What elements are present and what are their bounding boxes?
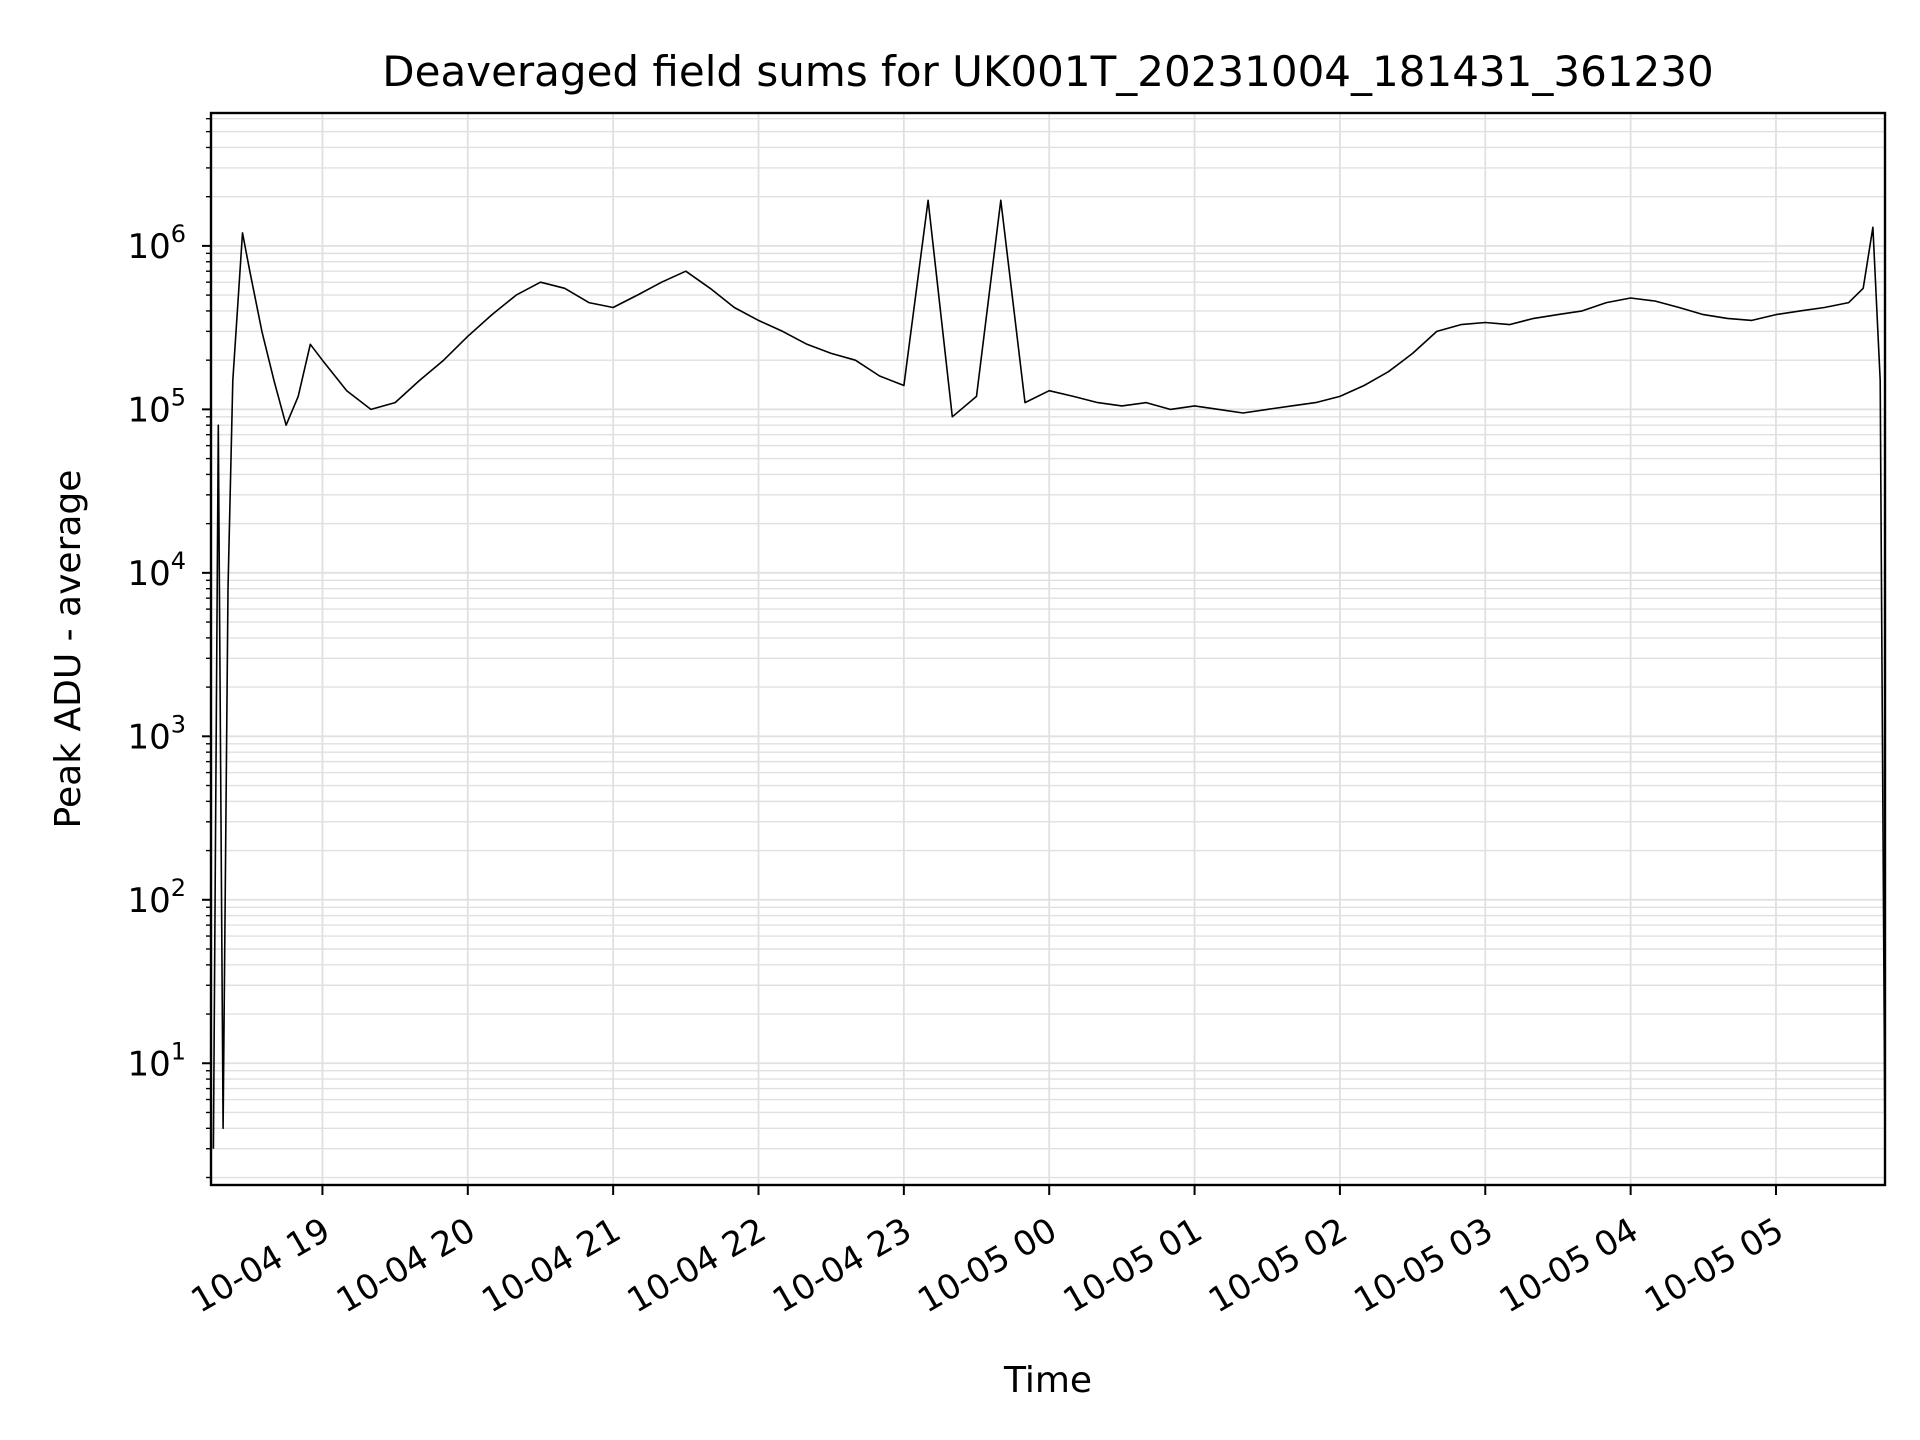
- y-tick-label: 106: [127, 220, 186, 267]
- y-tick-label: 105: [127, 383, 186, 430]
- x-axis-label: Time: [1003, 1360, 1092, 1401]
- y-tick-label: 104: [127, 547, 186, 594]
- chart-title: Deaveraged field sums for UK001T_2023100…: [382, 47, 1713, 96]
- y-axis-label: Peak ADU - average: [48, 470, 89, 829]
- y-tick-label: 102: [127, 874, 186, 921]
- series-line: [212, 199, 1886, 1149]
- grid: [211, 113, 1885, 1185]
- y-tick-label: 103: [127, 710, 186, 757]
- plot-frame: [209, 111, 1887, 1187]
- data-series: [212, 199, 1886, 1149]
- y-tick-label: 101: [127, 1037, 186, 1084]
